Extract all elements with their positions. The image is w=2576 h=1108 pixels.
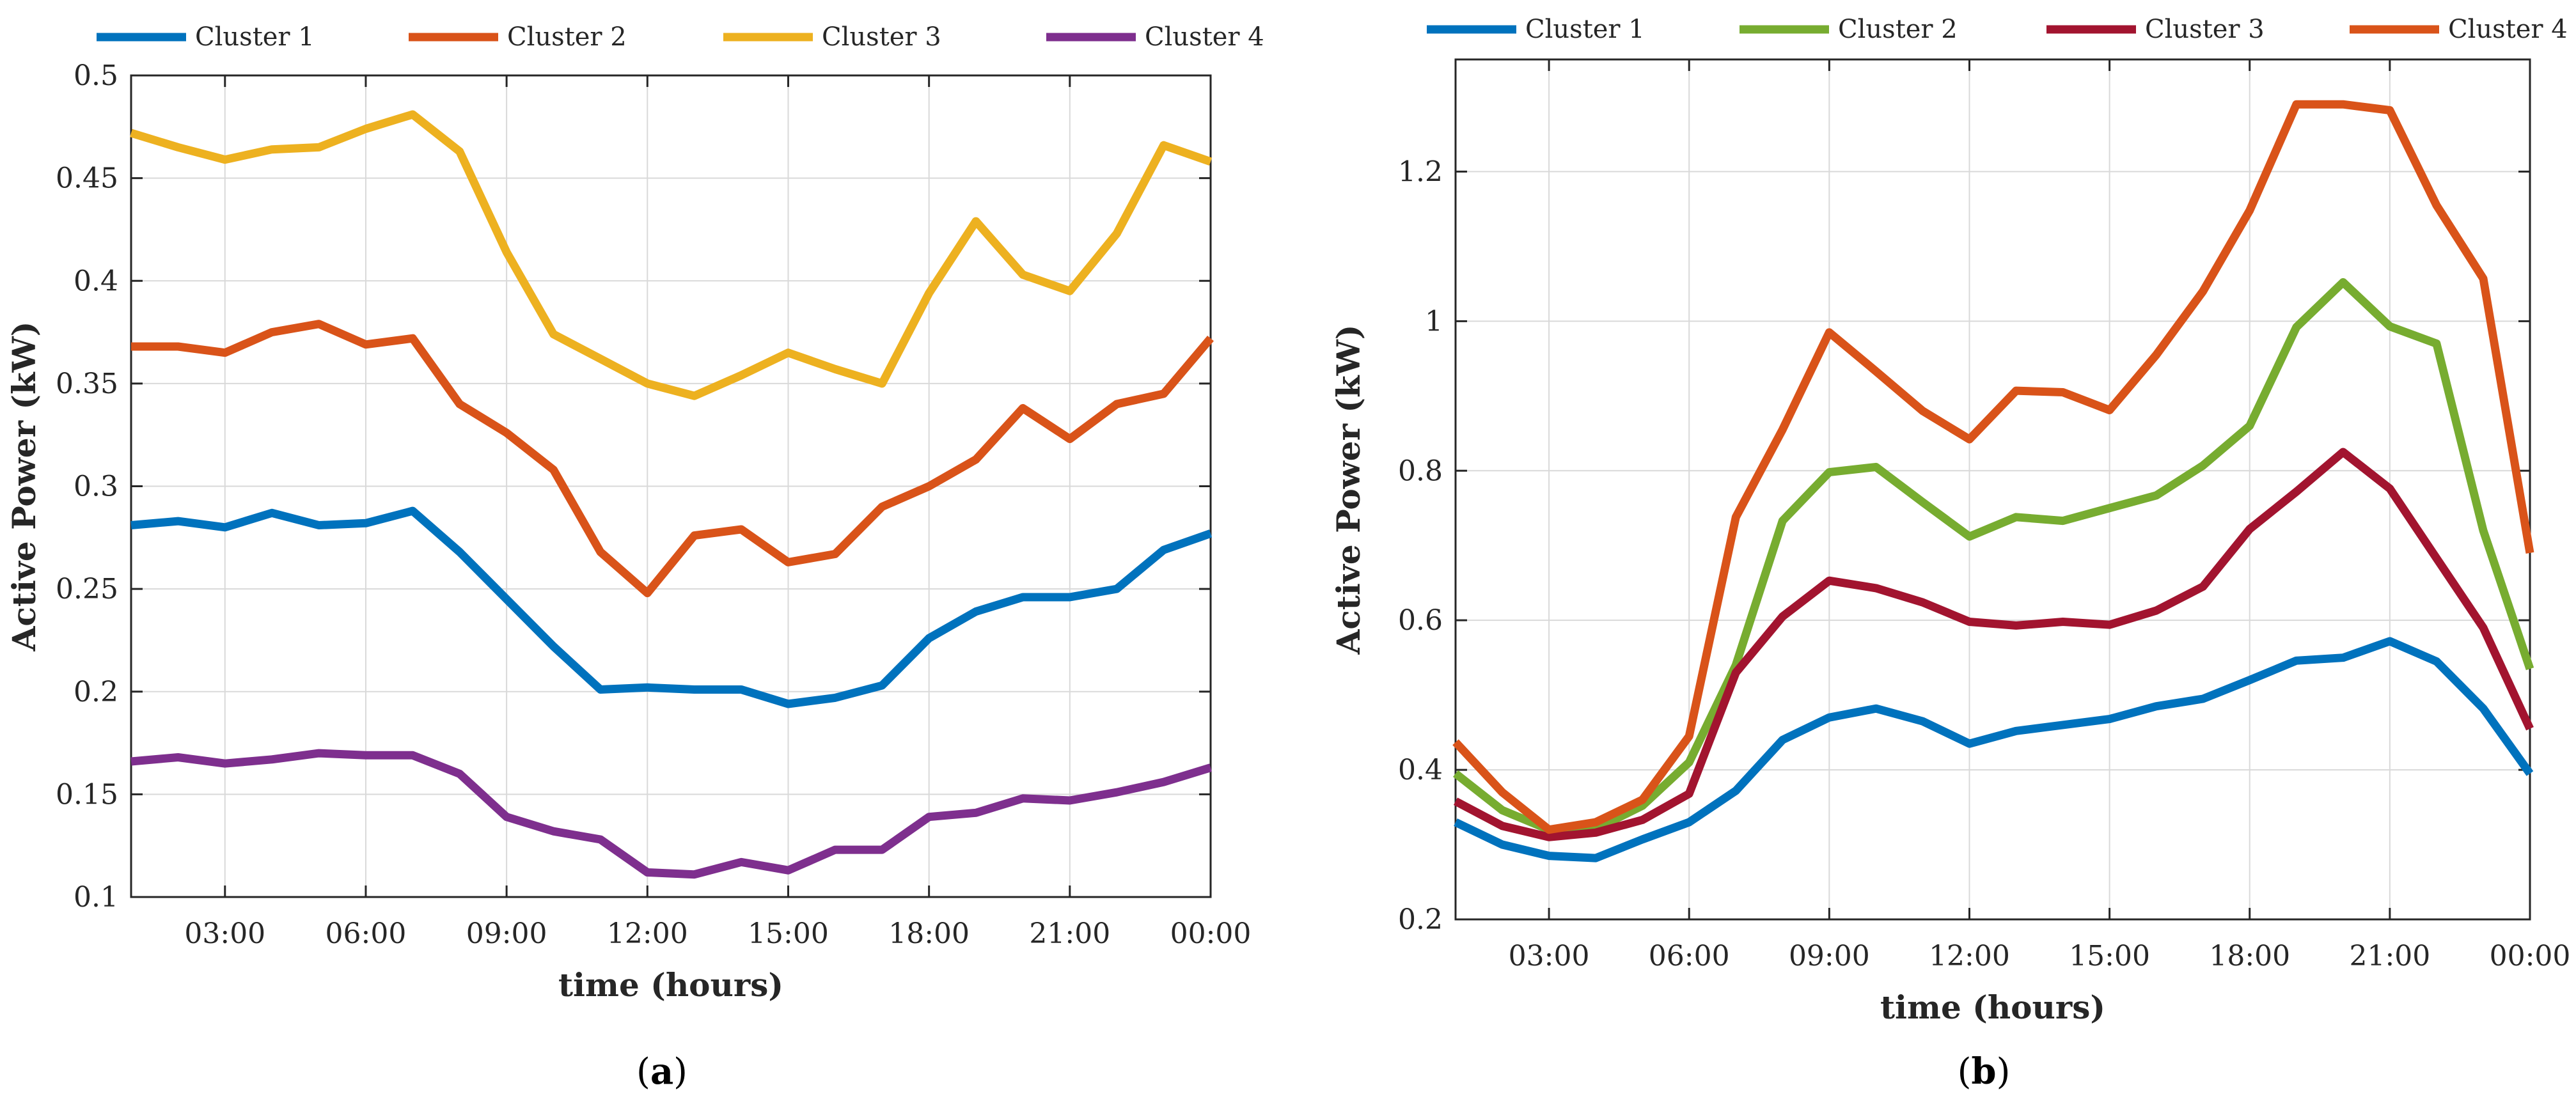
chart-b-xtick-label-4: 15:00 [2069,940,2150,972]
chart-b-series-line-cluster-3 [1453,448,2534,841]
chart-a-xtick-label-3: 12:00 [607,917,688,950]
chart-b-ytick-label-0: 0.2 [1398,903,1443,936]
chart-a-ytick-label-7: 0.45 [56,162,118,195]
chart-b-legend-label-cluster-1: Cluster 1 [1525,15,1645,44]
chart-b-legend-label-cluster-4: Cluster 4 [2448,15,2568,44]
chart-b-ytick-label-2: 0.6 [1398,604,1443,637]
chart-b-ytick-label-3: 0.8 [1398,455,1443,487]
chart-a-ytick-label-4: 0.3 [74,471,118,503]
chart-a-x-axis-label: time (hours) [558,966,783,1004]
chart-a-ytick-label-5: 0.35 [56,368,118,400]
chart-b-xtick-label-5: 18:00 [2209,940,2290,972]
chart-b-xtick-label-3: 12:00 [1929,940,2010,972]
chart-b-xtick-label-0: 03:00 [1509,940,1590,972]
chart-b-series-line-cluster-4 [1452,100,2534,834]
chart-b-panel-label: (b) [1958,1050,2011,1093]
chart-a-xtick-label-0: 03:00 [184,917,265,950]
chart-a-panel-label: (a) [636,1050,687,1093]
chart-b-ticks: 03:00 06:00 09:00 12:00 15:00 18:00 21:00 00:00… [1398,59,2570,972]
chart-b-series-line-cluster-2 [1452,278,2534,834]
chart-b-x-axis-label: time (hours) [1880,988,2105,1026]
chart-a-ticks: 03:00 06:00 09:00 12:00 15:00 18:00 21:00 00:00… [56,59,1251,950]
chart-a-xtick-label-1: 06:00 [326,917,407,950]
chart-b-plot-frame [1454,58,2531,921]
chart-a-ytick-label-1: 0.15 [56,778,118,811]
chart-a-ytick-label-6: 0.4 [74,265,118,297]
chart-b-y-axis-label: Active Power (kW) [1330,325,1367,655]
chart-a-ytick-label-8: 0.5 [74,59,118,92]
chart-a-grid [131,75,1211,898]
chart-a-xtick-label-6: 21:00 [1029,917,1110,950]
chart-b-ytick-label-1: 0.4 [1398,754,1443,786]
chart-b-xtick-label-7: 00:00 [2490,940,2571,972]
chart-a-legend-label-cluster-3: Cluster 3 [822,22,941,52]
chart-a-legend-label-cluster-4: Cluster 4 [1145,22,1264,52]
chart-a-legend: Cluster 1 Cluster 2 Cluster 3 Cluster 4 [97,22,1264,52]
chart-a-ytick-label-2: 0.2 [74,676,118,708]
chart-b-xtick-label-1: 06:00 [1649,940,1730,972]
chart-b-ytick-label-4: 1 [1425,305,1443,338]
chart-b-legend-label-cluster-3: Cluster 3 [2145,15,2265,44]
chart-a-ytick-label-0: 0.1 [74,881,118,914]
chart-a-legend-label-cluster-2: Cluster 2 [507,22,627,52]
chart-a-series-line-cluster-3 [130,110,1213,400]
chart-b-series-line-cluster-1 [1454,637,2534,862]
chart-a: 03:00 06:00 09:00 12:00 15:00 18:00 21:00 00:00… [5,22,1264,1093]
chart-a-series-line-cluster-2 [131,320,1214,598]
chart-a-series-line-cluster-1 [130,506,1213,708]
chart-a-xtick-label-5: 18:00 [888,917,970,950]
chart-b-svg: 03:00 06:00 09:00 12:00 15:00 18:00 21:00 00:00… [1330,15,2570,1093]
chart-a-xtick-label-7: 00:00 [1170,917,1252,950]
chart-b-xtick-label-6: 21:00 [2349,940,2430,972]
chart-a-xtick-label-4: 15:00 [748,917,829,950]
chart-b-legend: Cluster 1 Cluster 2 Cluster 3 Cluster 4 [1427,15,2568,44]
chart-a-series-line-cluster-4 [130,749,1212,879]
chart-a-legend-label-cluster-1: Cluster 1 [195,22,315,52]
chart-b-grid [1456,59,2531,920]
chart-b-legend-label-cluster-2: Cluster 2 [1838,15,1958,44]
chart-b-xtick-label-2: 09:00 [1789,940,1870,972]
chart-a-xtick-label-2: 09:00 [466,917,547,950]
chart-b: 03:00 06:00 09:00 12:00 15:00 18:00 21:00 00:00… [1288,0,2576,1108]
chart-a-y-axis-label: Active Power (kW) [5,322,43,652]
chart-a-svg: 03:00 06:00 09:00 12:00 15:00 18:00 21:00 00:00… [5,22,1264,1093]
chart-a-ytick-label-3: 0.25 [56,573,118,605]
chart-b-ytick-label-5: 1.2 [1398,155,1443,188]
